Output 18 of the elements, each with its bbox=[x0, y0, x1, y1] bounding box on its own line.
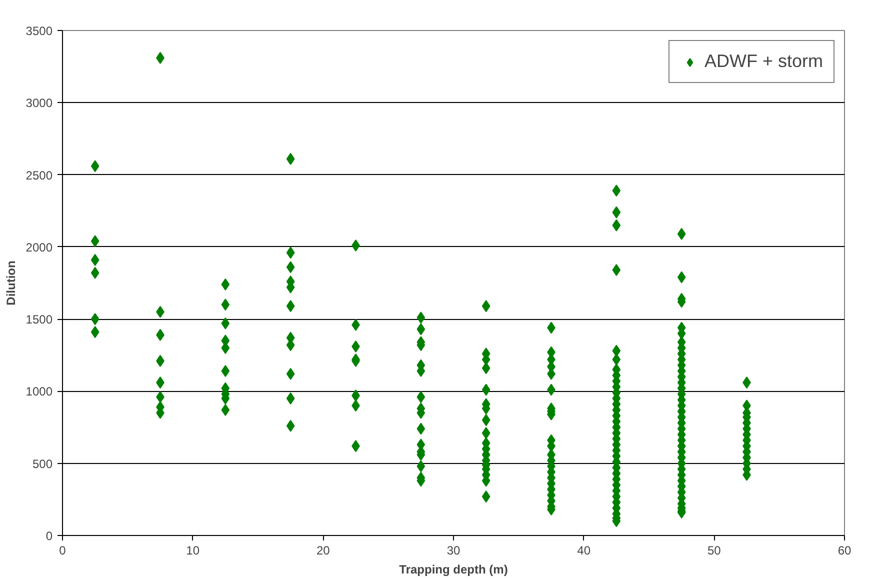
x-axis-title: Trapping depth (m) bbox=[399, 562, 508, 576]
y-tick-label: 3000 bbox=[26, 96, 53, 110]
y-tick-label: 0 bbox=[46, 529, 53, 543]
x-tick-label: 30 bbox=[446, 544, 460, 558]
x-tick-label: 40 bbox=[577, 544, 591, 558]
y-tick-label: 1000 bbox=[26, 384, 53, 399]
y-tick-label: 2500 bbox=[26, 168, 53, 182]
legend-label: ADWF + storm bbox=[704, 51, 823, 72]
x-tick-label: 10 bbox=[186, 544, 200, 558]
y-tick-label: 1500 bbox=[26, 312, 53, 327]
y-tick-label: 3500 bbox=[26, 24, 53, 38]
y-tick-label: 2000 bbox=[26, 240, 53, 254]
x-tick-label: 50 bbox=[707, 544, 722, 558]
y-axis-title: Dilution bbox=[4, 260, 18, 306]
x-tick-label: 60 bbox=[838, 544, 852, 558]
x-tick-label: 20 bbox=[316, 544, 330, 558]
x-tick-label: 0 bbox=[59, 544, 66, 558]
y-tick-label: 500 bbox=[32, 456, 53, 471]
